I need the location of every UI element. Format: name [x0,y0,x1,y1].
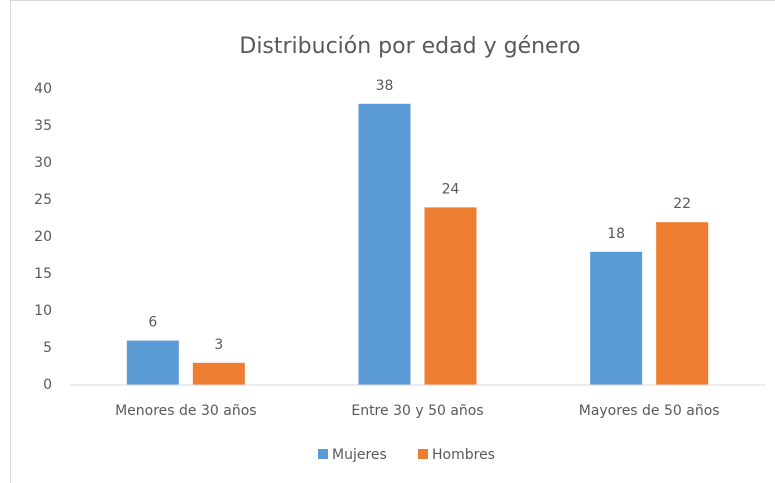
y-tick-label: 0 [43,377,52,393]
y-tick-label: 20 [34,229,52,245]
y-tick-label: 30 [34,155,52,171]
bar [192,362,245,385]
y-tick-label: 25 [34,192,52,208]
x-tick-label: Mayores de 50 años [579,403,720,419]
y-tick-label: 5 [43,340,52,356]
y-tick-label: 35 [34,118,52,134]
chart-title: Distribución por edad y género [239,34,580,59]
bar [656,222,709,385]
x-tick-label: Menores de 30 años [115,403,256,419]
legend-swatch [318,449,328,459]
legend-label: Hombres [432,447,495,463]
bar [358,103,411,386]
data-label: 38 [376,78,394,94]
y-tick-label: 10 [34,303,52,319]
legend-label: Mujeres [332,447,387,463]
bar [126,340,179,385]
data-label: 18 [607,226,625,242]
y-tick-label: 15 [34,266,52,282]
bar [424,207,477,385]
y-tick-label: 40 [34,81,52,97]
data-label: 3 [214,337,223,353]
x-tick-label: Entre 30 y 50 años [351,403,483,419]
data-label: 22 [673,196,691,212]
bar [590,251,643,385]
legend-swatch [418,449,428,459]
data-label: 24 [442,181,460,197]
data-label: 6 [148,315,157,331]
